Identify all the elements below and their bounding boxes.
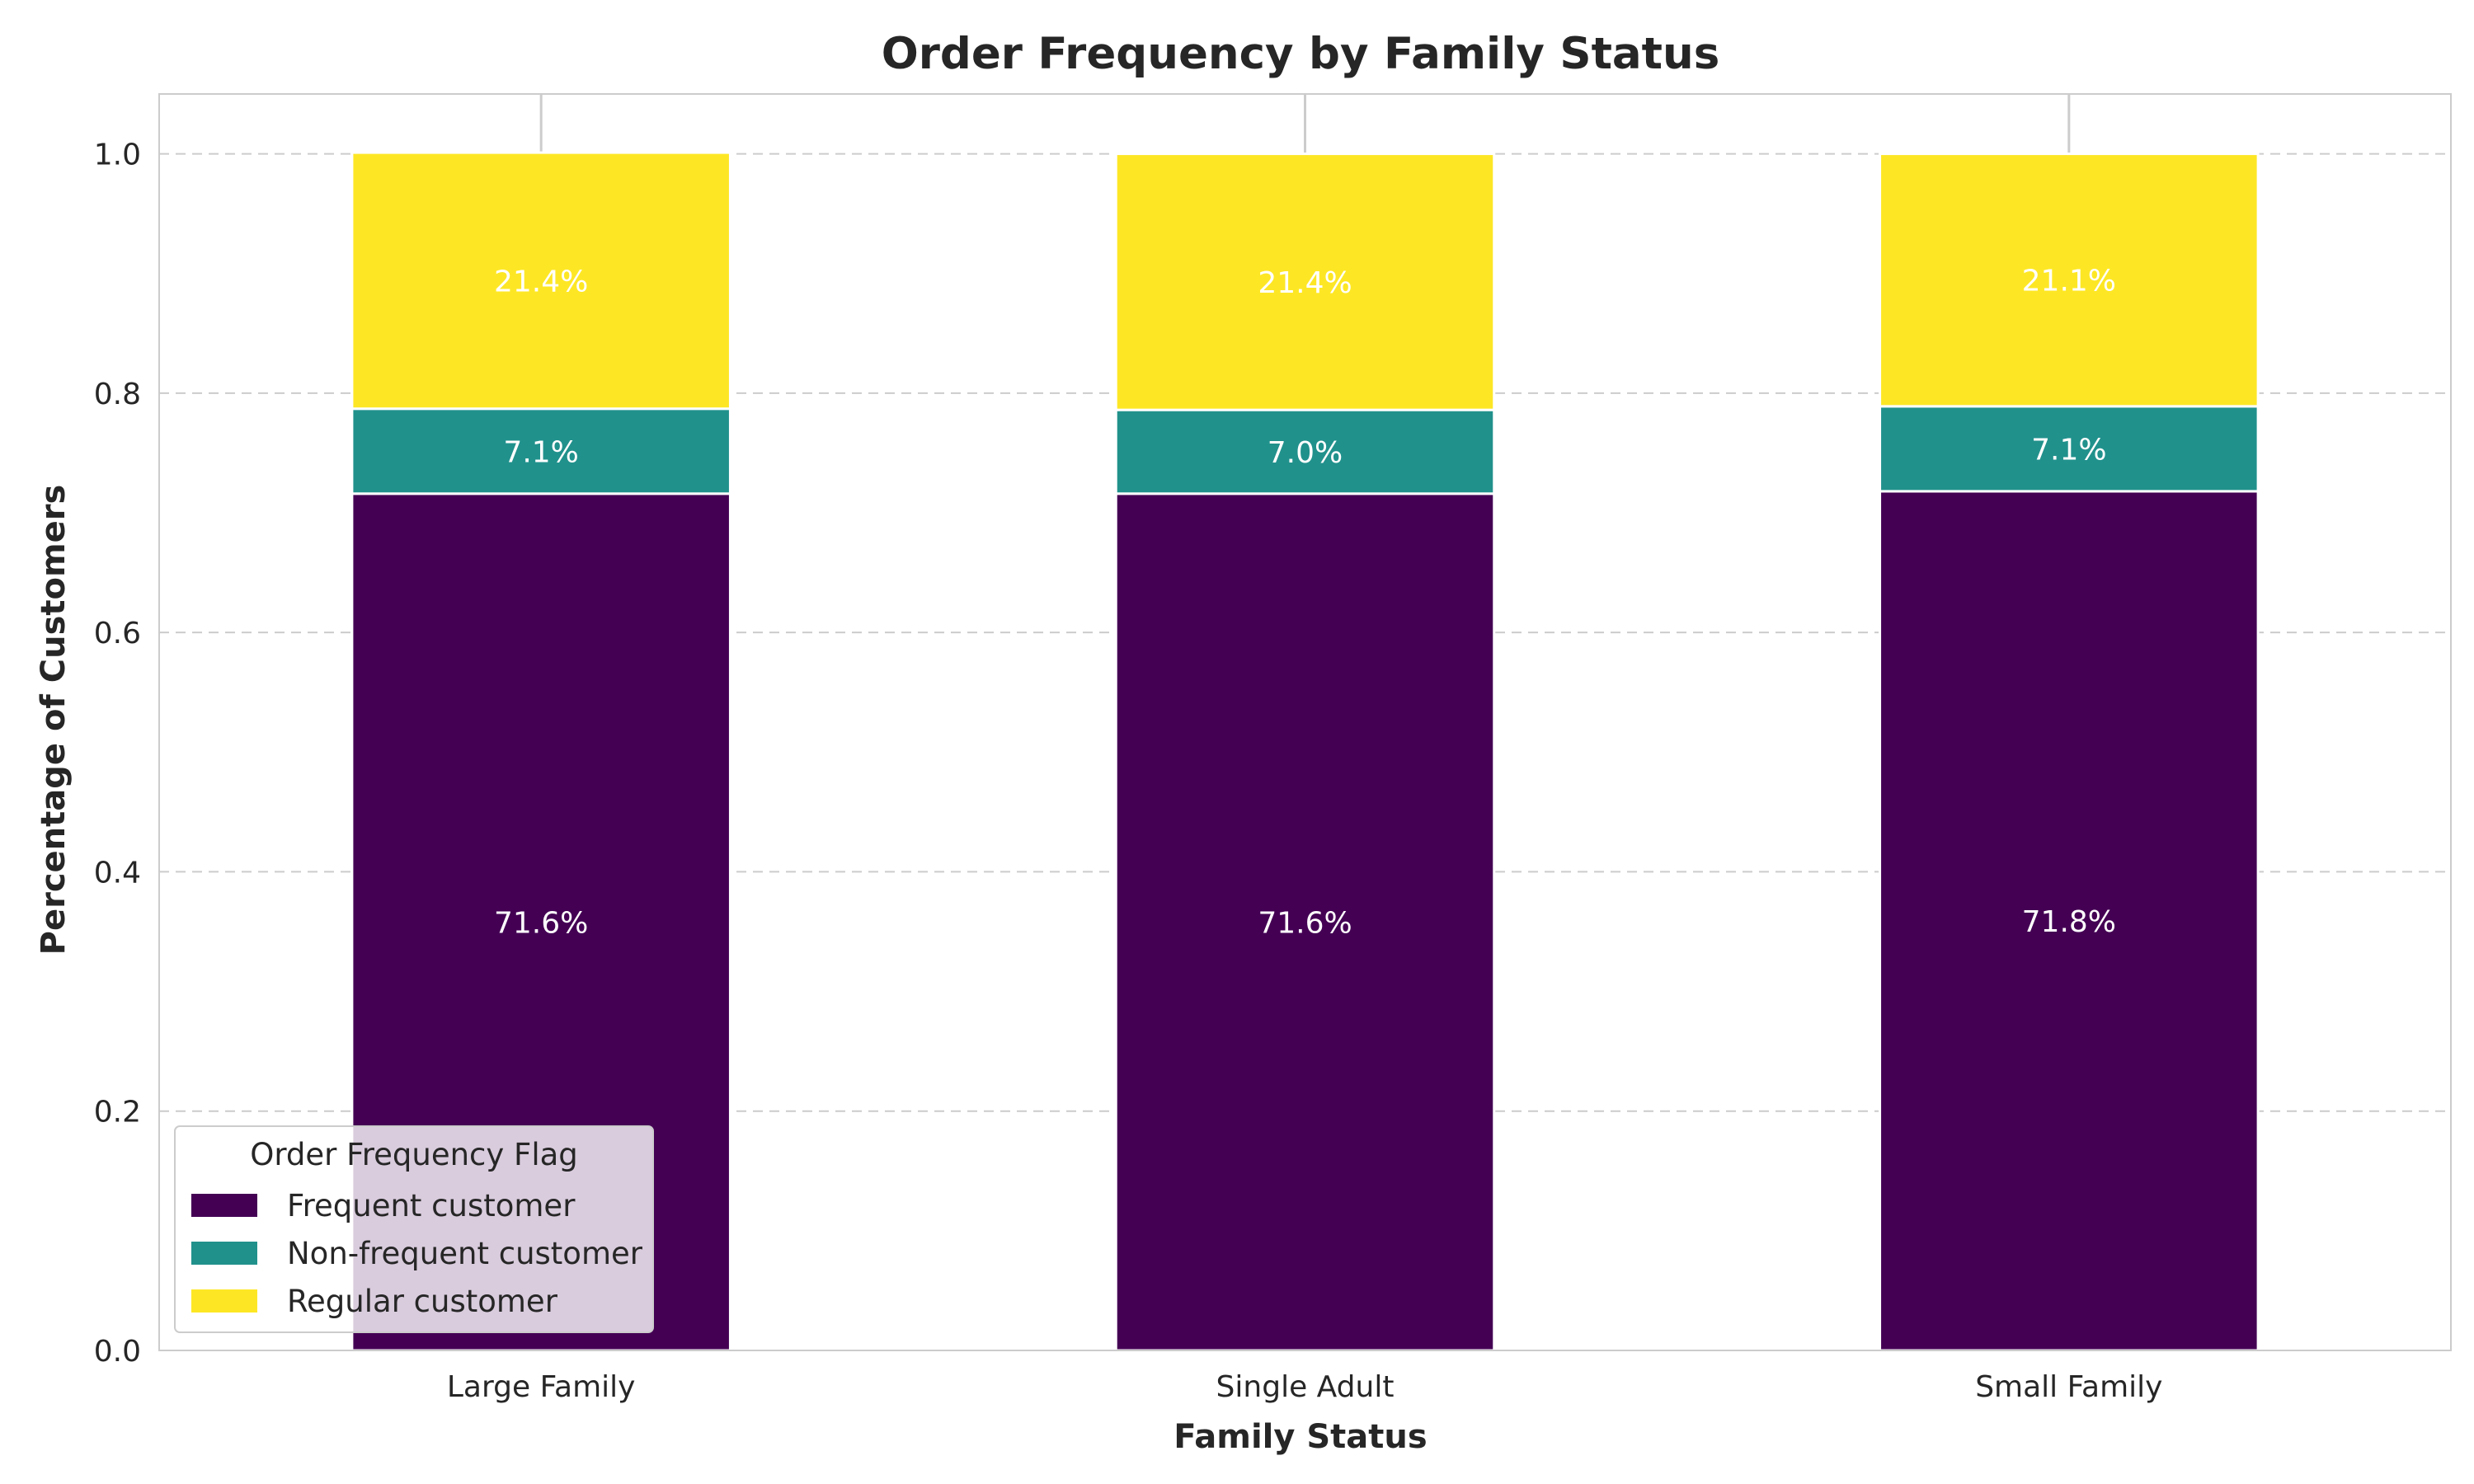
data-label: 21.1%: [2022, 265, 2116, 298]
bar-segment: [1879, 405, 2260, 493]
legend-label: Regular customer: [287, 1284, 558, 1319]
data-label: 21.4%: [1258, 266, 1352, 300]
y-axis-label: Percentage of Customers: [35, 485, 73, 956]
legend-label: Frequent customer: [287, 1188, 576, 1223]
x-tick-label: Small Family: [1975, 1370, 2162, 1404]
data-label: 71.6%: [1258, 906, 1352, 940]
x-axis-label: Family Status: [1174, 1418, 1427, 1456]
legend-items: Frequent customer Non-frequent customer Re…: [191, 1188, 643, 1319]
data-label: 7.1%: [503, 435, 578, 469]
y-tick-label: 0.2: [94, 1096, 141, 1129]
bar-segment: [1879, 153, 2260, 408]
y-tick-label: 1.0: [94, 139, 141, 172]
data-label: 71.6%: [494, 906, 588, 940]
bar-segment: [1879, 490, 2260, 1352]
data-label: 7.0%: [1268, 436, 1343, 470]
x-tick-label: Large Family: [447, 1370, 636, 1404]
y-tick-label: 0.8: [94, 378, 141, 411]
legend-swatch: [191, 1242, 257, 1265]
bar-segment: [1114, 408, 1496, 495]
y-axis-ticks: 0.0 0.2 0.4 0.6 0.8 1.0: [94, 139, 141, 1369]
data-label: 71.8%: [2022, 905, 2116, 939]
plot-frame: [158, 93, 2452, 1351]
data-label: 7.1%: [2031, 433, 2106, 467]
bar-segment: [350, 151, 731, 411]
y-tick-label: 0.6: [94, 617, 141, 650]
legend-title: Order Frequency Flag: [250, 1137, 578, 1172]
chart-title: Order Frequency by Family Status: [882, 29, 1720, 79]
bar-segment: [1114, 153, 1496, 411]
legend-swatch: [191, 1194, 257, 1217]
bar-segment: [1114, 492, 1496, 1352]
legend-swatch: [191, 1289, 257, 1313]
x-axis-ticks: Large Family Single Adult Small Family: [447, 1370, 2163, 1404]
y-tick-label: 0.0: [94, 1335, 141, 1369]
legend-box: [174, 1125, 654, 1333]
x-tick-label: Single Adult: [1216, 1370, 1395, 1404]
legend: Order Frequency Flag Frequent customer No…: [174, 1125, 654, 1333]
bar-segment: [350, 407, 731, 495]
y-tick-label: 0.4: [94, 856, 141, 890]
data-label: 21.4%: [494, 265, 588, 298]
legend-label: Non-frequent customer: [287, 1236, 643, 1271]
